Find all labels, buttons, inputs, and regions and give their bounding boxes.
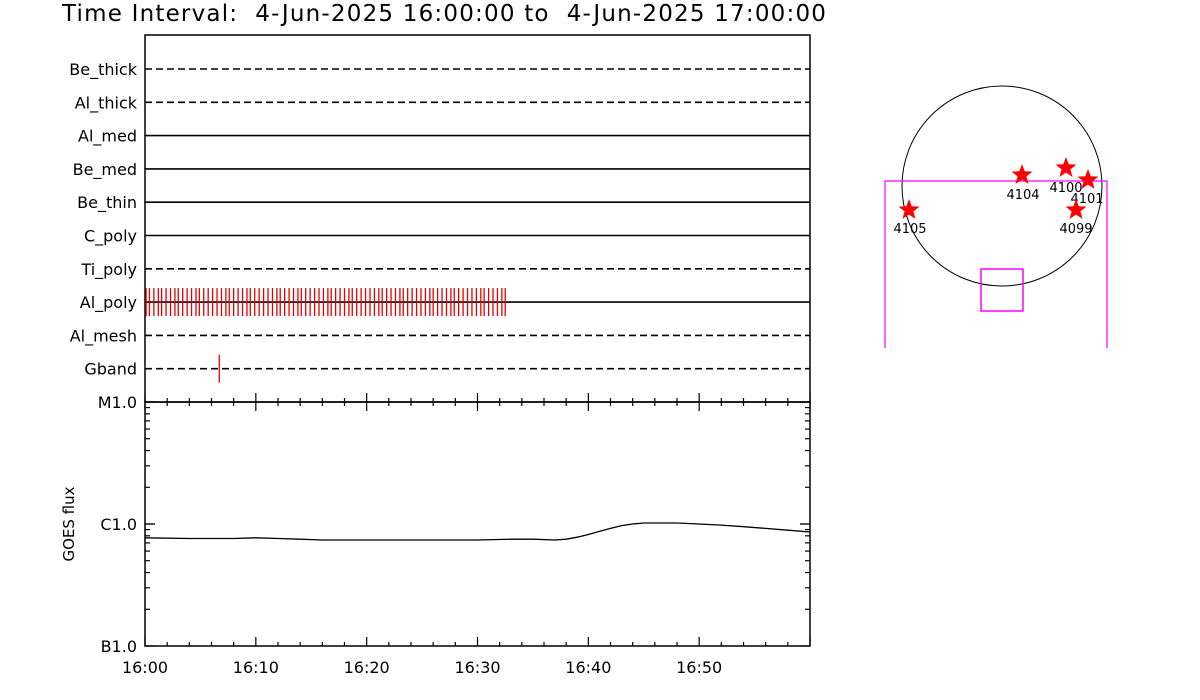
title-start-time: 4-Jun-2025 16:00:00 bbox=[255, 1, 516, 27]
x-tick-label: 16:10 bbox=[233, 658, 279, 677]
timeline-row-label: Ti_poly bbox=[80, 260, 137, 280]
active-region-label: 4100 bbox=[1049, 181, 1082, 196]
timeline-row-label: Al_mesh bbox=[70, 326, 137, 346]
active-region-star bbox=[1011, 164, 1033, 184]
y-tick-label: C1.0 bbox=[100, 515, 137, 534]
active-region-star bbox=[1055, 157, 1077, 177]
title-to: to bbox=[524, 1, 550, 27]
instrument-fov bbox=[884, 180, 1108, 348]
timeline-row-label: Be_thin bbox=[77, 193, 137, 213]
timeline-row-label: Be_med bbox=[73, 160, 137, 180]
goes-flux-panel: 16:00 16:10 16:20 16:30 16:40 16:50 M1.0 C1.0 B1… bbox=[60, 393, 811, 677]
x-tick-label: 16:30 bbox=[454, 658, 500, 677]
active-region-label: 4101 bbox=[1070, 192, 1103, 207]
filter-timeline-panel: Be_thick Al_thick Al_med Be_med Be_thin C_pol… bbox=[69, 34, 811, 403]
title-label: Time Interval: bbox=[62, 1, 239, 27]
y-tick-label: B1.0 bbox=[101, 637, 137, 656]
y-tick-label: M1.0 bbox=[98, 393, 137, 412]
time-interval-title: Time Interval: 4-Jun-2025 16:00:00 to 4-… bbox=[62, 1, 827, 27]
x-tick-label: 16:20 bbox=[344, 658, 390, 677]
target-box bbox=[980, 268, 1024, 312]
timeline-row-label: Al_thick bbox=[75, 93, 138, 113]
title-end-time: 4-Jun-2025 17:00:00 bbox=[566, 1, 828, 27]
x-tick-label: 16:40 bbox=[565, 658, 611, 677]
solar-limb bbox=[901, 85, 1103, 287]
x-tick-label: 16:00 bbox=[122, 658, 168, 677]
timeline-row-label: C_poly bbox=[84, 227, 137, 247]
active-region-label: 4105 bbox=[893, 222, 926, 237]
timeline-row-label: Al_poly bbox=[80, 293, 137, 313]
active-region-star bbox=[1065, 199, 1087, 219]
timeline-row-label: Al_med bbox=[78, 127, 137, 147]
active-region-star bbox=[898, 199, 920, 219]
timeline-row-label: Gband bbox=[84, 360, 137, 379]
timeline-row-label: Be_thick bbox=[69, 60, 137, 80]
timeline-frame bbox=[144, 34, 811, 403]
active-region-star bbox=[1077, 169, 1099, 189]
active-region-label: 4099 bbox=[1059, 222, 1092, 237]
x-tick-label: 16:50 bbox=[676, 658, 722, 677]
y-axis-label: GOES flux bbox=[60, 486, 78, 561]
goes-flux-line bbox=[144, 522, 811, 541]
active-region-label: 4104 bbox=[1006, 188, 1039, 203]
